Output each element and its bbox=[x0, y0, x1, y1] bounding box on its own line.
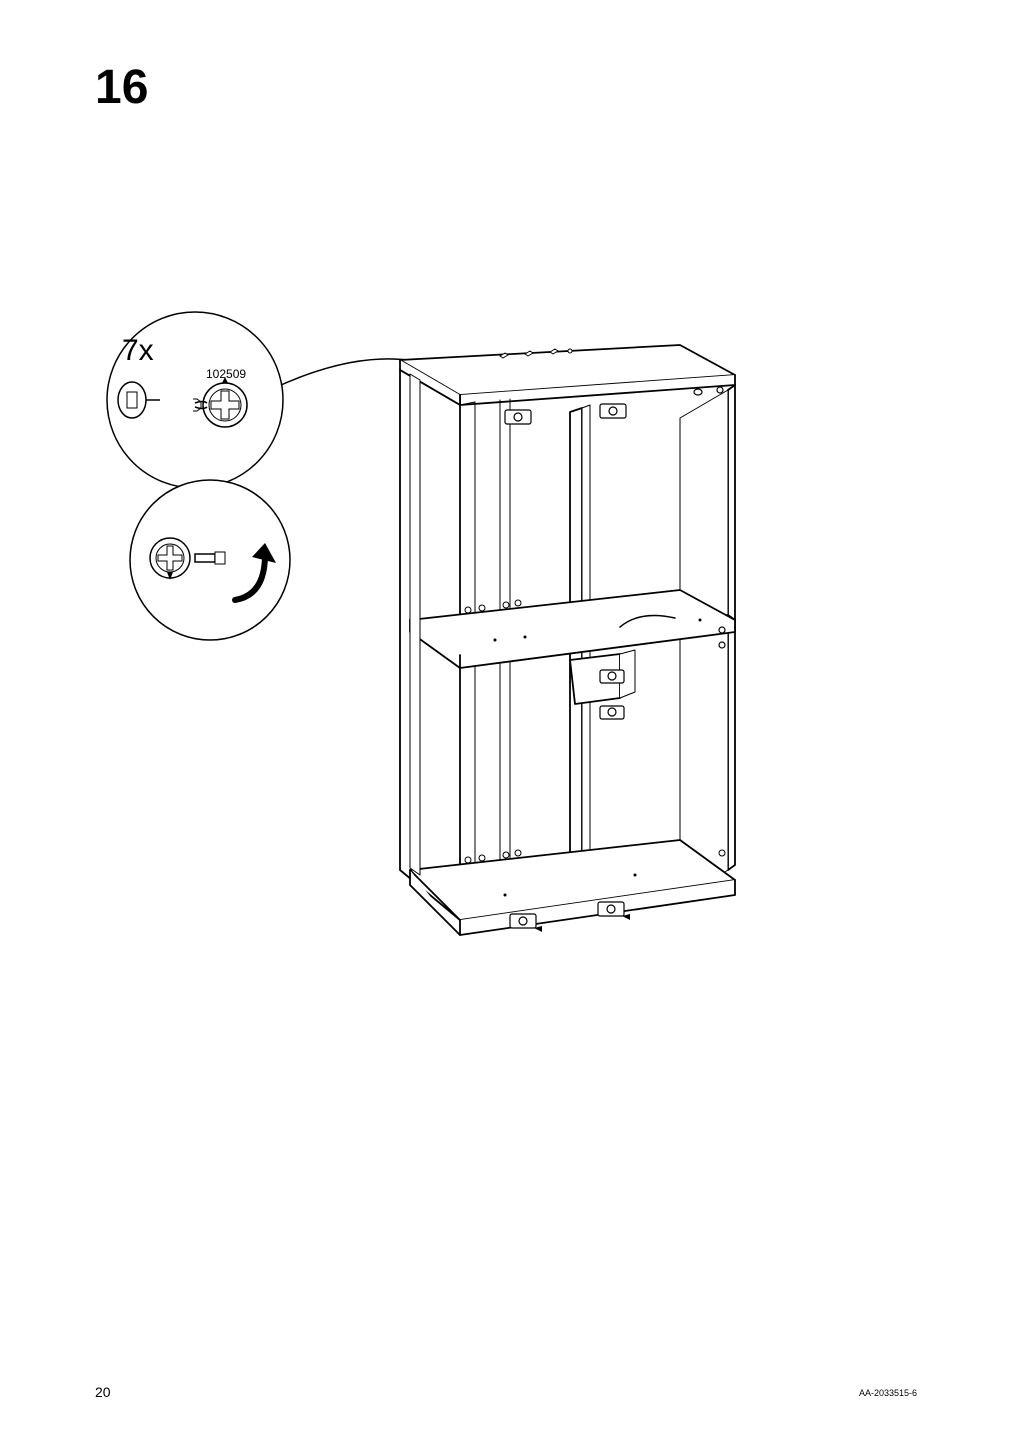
part-number-label: 102509 bbox=[206, 367, 246, 381]
assembly-instruction-page: 16 20 AA-2033515-6 7x 102509 bbox=[0, 0, 1012, 1432]
furniture-cabinet bbox=[400, 345, 735, 935]
quantity-label: 7x bbox=[122, 334, 154, 367]
assembly-diagram: 7x 102509 bbox=[80, 300, 880, 1050]
callout-bubble-top: 7x 102509 bbox=[107, 312, 283, 488]
page-number: 20 bbox=[95, 1384, 111, 1400]
step-number: 16 bbox=[95, 60, 148, 115]
callout-bubble-bottom bbox=[130, 480, 290, 640]
document-id: AA-2033515-6 bbox=[859, 1388, 917, 1398]
